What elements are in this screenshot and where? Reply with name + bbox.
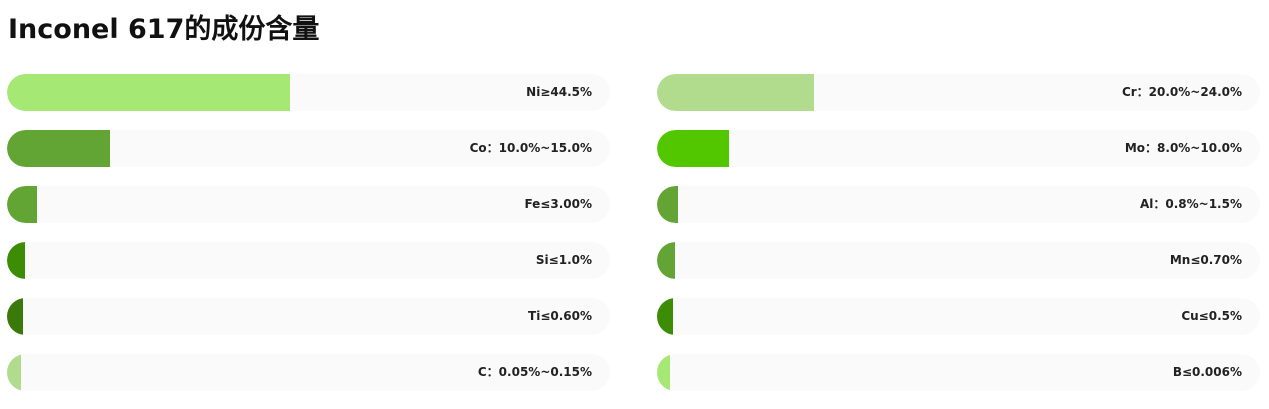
bar-row: Mn≤0.70% bbox=[657, 242, 1260, 279]
bar-label: Cu≤0.5% bbox=[1181, 309, 1242, 323]
bar-fill bbox=[7, 74, 291, 111]
bar-label: Mo：8.0%~10.0% bbox=[1124, 141, 1242, 155]
bar-label: C：0.05%~0.15% bbox=[477, 365, 592, 379]
bar-fill bbox=[7, 354, 21, 391]
bar-row: Al：0.8%~1.5% bbox=[657, 186, 1260, 223]
bar-fill bbox=[7, 242, 26, 279]
bar-row: B≤0.006% bbox=[657, 354, 1260, 391]
bar-fill bbox=[657, 186, 679, 223]
bar-fill bbox=[657, 130, 730, 167]
bar-label: Si≤1.0% bbox=[535, 253, 592, 267]
bar-fill bbox=[7, 186, 38, 223]
bar-row: Si≤1.0% bbox=[7, 242, 610, 279]
bar-row: Co：10.0%~15.0% bbox=[7, 130, 610, 167]
bar-label: Al：0.8%~1.5% bbox=[1139, 197, 1242, 211]
bar-label: Cr：20.0%~24.0% bbox=[1121, 85, 1242, 99]
bar-fill bbox=[7, 130, 110, 167]
bar-row: Ti≤0.60% bbox=[7, 298, 610, 335]
bar-fill bbox=[657, 242, 676, 279]
bar-label: Ti≤0.60% bbox=[528, 309, 592, 323]
bar-fill bbox=[657, 298, 673, 335]
bar-label: Mn≤0.70% bbox=[1169, 253, 1242, 267]
bar-label: B≤0.006% bbox=[1172, 365, 1242, 379]
bar-fill bbox=[657, 354, 670, 391]
bar-label: Ni≥44.5% bbox=[526, 85, 592, 99]
bar-label: Fe≤3.00% bbox=[524, 197, 592, 211]
bar-row: Cu≤0.5% bbox=[657, 298, 1260, 335]
bar-label: Co：10.0%~15.0% bbox=[469, 141, 592, 155]
bar-row: Mo：8.0%~10.0% bbox=[657, 130, 1260, 167]
bar-fill bbox=[7, 298, 23, 335]
bar-row: Cr：20.0%~24.0% bbox=[657, 74, 1260, 111]
bar-row: Fe≤3.00% bbox=[7, 186, 610, 223]
bar-row: Ni≥44.5% bbox=[7, 74, 610, 111]
bar-row: C：0.05%~0.15% bbox=[7, 354, 610, 391]
chart-title: Inconel 617的成份含量 bbox=[8, 14, 320, 45]
bar-fill bbox=[657, 74, 814, 111]
